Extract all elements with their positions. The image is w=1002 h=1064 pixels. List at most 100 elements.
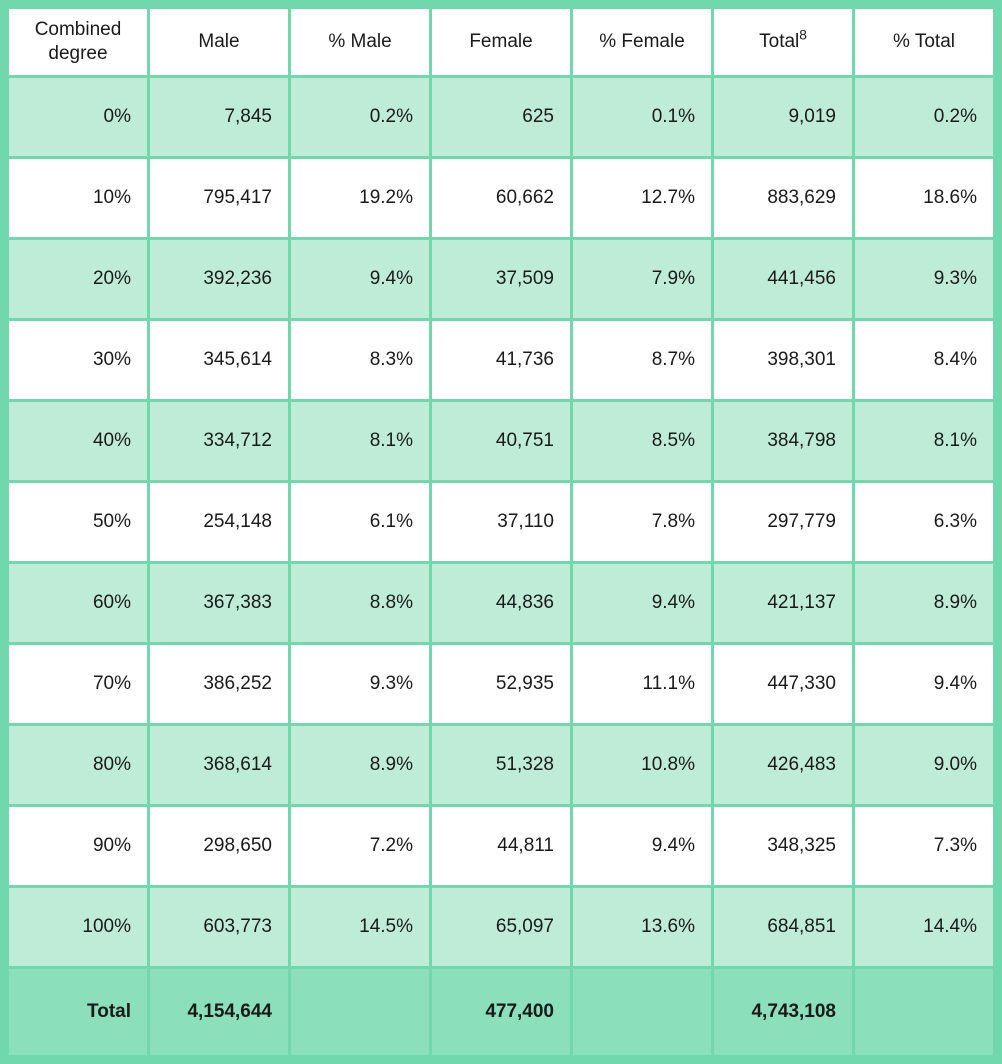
header-row: Combined degree Male % Male Female % Fem… — [9, 9, 993, 75]
cell-pct-total: 8.4% — [855, 321, 993, 399]
cell-male: 7,845 — [150, 78, 288, 156]
cell-pct-total: 7.3% — [855, 807, 993, 885]
cell-pct-total: 9.3% — [855, 240, 993, 318]
table-row: 80%368,6148.9%51,32810.8%426,4839.0% — [9, 726, 993, 804]
cell-pct-male: 8.1% — [291, 402, 429, 480]
cell-total: 441,456 — [714, 240, 852, 318]
cell-degree: 10% — [9, 159, 147, 237]
cell-pct-male: 8.3% — [291, 321, 429, 399]
cell-male: 368,614 — [150, 726, 288, 804]
cell-pct-female: 13.6% — [573, 888, 711, 966]
cell-pct-total: 18.6% — [855, 159, 993, 237]
cell-pct-male: 14.5% — [291, 888, 429, 966]
cell-pct-female: 8.5% — [573, 402, 711, 480]
cell-female: 60,662 — [432, 159, 570, 237]
cell-male: 298,650 — [150, 807, 288, 885]
cell-male: 334,712 — [150, 402, 288, 480]
cell-pct-total: 0.2% — [855, 78, 993, 156]
cell-female: 44,811 — [432, 807, 570, 885]
cell-total: 348,325 — [714, 807, 852, 885]
cell-pct-female: 8.7% — [573, 321, 711, 399]
cell-pct-total: 9.0% — [855, 726, 993, 804]
cell-degree: 60% — [9, 564, 147, 642]
cell-male: 345,614 — [150, 321, 288, 399]
cell-female: 41,736 — [432, 321, 570, 399]
cell-male: 386,252 — [150, 645, 288, 723]
cell-pct-male: 7.2% — [291, 807, 429, 885]
cell-degree: 80% — [9, 726, 147, 804]
cell-pct-male: 9.3% — [291, 645, 429, 723]
cell-degree: 30% — [9, 321, 147, 399]
table-row: 0%7,8450.2%6250.1%9,0190.2% — [9, 78, 993, 156]
cell-degree: 70% — [9, 645, 147, 723]
cell-degree: 100% — [9, 888, 147, 966]
footer-pct-female — [573, 969, 711, 1055]
table-row: 20%392,2369.4%37,5097.9%441,4569.3% — [9, 240, 993, 318]
cell-male: 603,773 — [150, 888, 288, 966]
cell-pct-female: 9.4% — [573, 807, 711, 885]
cell-male: 367,383 — [150, 564, 288, 642]
table-row: 10%795,41719.2%60,66212.7%883,62918.6% — [9, 159, 993, 237]
table-row: 40%334,7128.1%40,7518.5%384,7988.1% — [9, 402, 993, 480]
cell-total: 447,330 — [714, 645, 852, 723]
cell-degree: 90% — [9, 807, 147, 885]
cell-total: 398,301 — [714, 321, 852, 399]
data-table: Combined degree Male % Male Female % Fem… — [6, 6, 996, 1058]
cell-male: 254,148 — [150, 483, 288, 561]
table-row: 60%367,3838.8%44,8369.4%421,1378.9% — [9, 564, 993, 642]
cell-female: 51,328 — [432, 726, 570, 804]
footer-label: Total — [9, 969, 147, 1055]
cell-total: 421,137 — [714, 564, 852, 642]
cell-degree: 40% — [9, 402, 147, 480]
col-header-pct-male: % Male — [291, 9, 429, 75]
table-row: 30%345,6148.3%41,7368.7%398,3018.4% — [9, 321, 993, 399]
cell-female: 40,751 — [432, 402, 570, 480]
cell-pct-female: 10.8% — [573, 726, 711, 804]
cell-male: 392,236 — [150, 240, 288, 318]
cell-pct-total: 9.4% — [855, 645, 993, 723]
col-header-pct-female: % Female — [573, 9, 711, 75]
cell-pct-total: 14.4% — [855, 888, 993, 966]
cell-pct-female: 9.4% — [573, 564, 711, 642]
col-header-combined-degree: Combined degree — [9, 9, 147, 75]
table-row: 100%603,77314.5%65,09713.6%684,85114.4% — [9, 888, 993, 966]
col-header-female: Female — [432, 9, 570, 75]
footer-total: 4,743,108 — [714, 969, 852, 1055]
cell-total: 384,798 — [714, 402, 852, 480]
table-row: 90%298,6507.2%44,8119.4%348,3257.3% — [9, 807, 993, 885]
cell-pct-female: 7.8% — [573, 483, 711, 561]
cell-degree: 20% — [9, 240, 147, 318]
col-header-male: Male — [150, 9, 288, 75]
cell-female: 37,509 — [432, 240, 570, 318]
cell-total: 684,851 — [714, 888, 852, 966]
table-body: 0%7,8450.2%6250.1%9,0190.2%10%795,41719.… — [9, 78, 993, 966]
col-header-total-sup: 8 — [799, 28, 807, 43]
table-row: 70%386,2529.3%52,93511.1%447,3309.4% — [9, 645, 993, 723]
footer-row: Total 4,154,644 477,400 4,743,108 — [9, 969, 993, 1055]
cell-pct-female: 0.1% — [573, 78, 711, 156]
footer-pct-male — [291, 969, 429, 1055]
cell-female: 65,097 — [432, 888, 570, 966]
table-container: Combined degree Male % Male Female % Fem… — [0, 0, 1002, 1064]
col-header-total: Total8 — [714, 9, 852, 75]
cell-pct-female: 12.7% — [573, 159, 711, 237]
col-header-pct-total: % Total — [855, 9, 993, 75]
cell-pct-total: 8.9% — [855, 564, 993, 642]
cell-pct-male: 19.2% — [291, 159, 429, 237]
cell-pct-female: 11.1% — [573, 645, 711, 723]
cell-female: 37,110 — [432, 483, 570, 561]
cell-degree: 50% — [9, 483, 147, 561]
cell-female: 52,935 — [432, 645, 570, 723]
cell-pct-total: 8.1% — [855, 402, 993, 480]
cell-male: 795,417 — [150, 159, 288, 237]
footer-male: 4,154,644 — [150, 969, 288, 1055]
cell-female: 44,836 — [432, 564, 570, 642]
cell-pct-male: 6.1% — [291, 483, 429, 561]
cell-pct-male: 9.4% — [291, 240, 429, 318]
cell-total: 883,629 — [714, 159, 852, 237]
cell-pct-female: 7.9% — [573, 240, 711, 318]
cell-pct-male: 0.2% — [291, 78, 429, 156]
footer-pct-total — [855, 969, 993, 1055]
cell-total: 426,483 — [714, 726, 852, 804]
cell-female: 625 — [432, 78, 570, 156]
